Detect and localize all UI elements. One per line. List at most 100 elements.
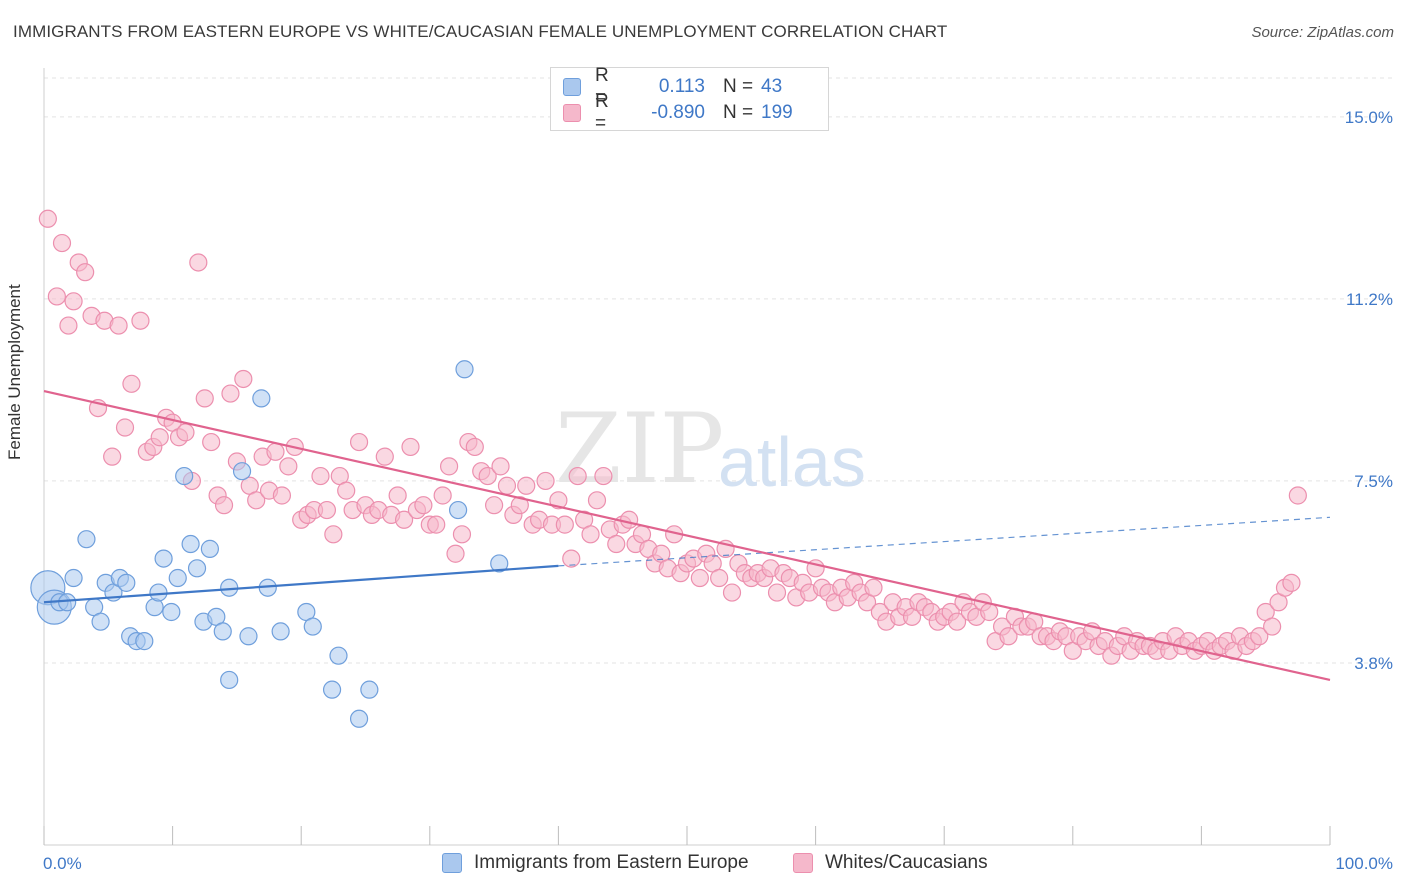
data-point	[568, 466, 587, 486]
data-point	[1288, 486, 1307, 505]
data-point	[91, 612, 110, 631]
data-point	[478, 466, 497, 486]
legend-r-value: -0.890	[651, 102, 705, 123]
data-point	[620, 510, 639, 529]
x-tick-label-max: 100.0%	[1335, 854, 1393, 873]
data-point	[176, 423, 195, 442]
data-point	[485, 496, 504, 515]
data-point	[864, 578, 883, 597]
data-point	[1250, 627, 1269, 646]
y-tick-label: 11.2%	[1346, 290, 1393, 309]
series-swatch-blue	[442, 853, 462, 873]
series-legend: Immigrants from Eastern Europe Whites/Ca…	[0, 852, 1406, 876]
series-immigrants-eastern-europe	[30, 360, 509, 728]
data-point	[497, 476, 517, 495]
data-point	[690, 568, 709, 588]
data-point	[324, 525, 343, 544]
trend-line-extension	[558, 516, 1331, 567]
data-point	[279, 457, 298, 476]
trend-lines	[43, 390, 1331, 682]
data-point	[122, 374, 141, 393]
series-whites-caucasians	[38, 209, 1307, 665]
data-point	[200, 539, 219, 558]
y-axis-label: Female Unemployment	[5, 284, 24, 460]
data-point	[187, 559, 207, 578]
data-point	[317, 500, 337, 520]
data-point	[491, 457, 510, 476]
tick-labels: 15.0% 11.2% 7.5% 3.8% 0.0% 100.0%	[43, 108, 1393, 873]
series-swatch-pink	[793, 853, 813, 873]
data-point	[189, 253, 208, 272]
data-point	[375, 447, 394, 466]
data-point	[455, 360, 474, 379]
data-point	[271, 622, 290, 641]
data-point	[202, 432, 221, 452]
legend-r-value: 0.113	[658, 76, 705, 97]
data-point	[47, 287, 66, 306]
data-point	[154, 549, 173, 568]
data-point	[247, 491, 266, 510]
data-point	[77, 530, 96, 549]
data-point	[64, 292, 83, 311]
data-point	[59, 316, 78, 335]
data-point	[510, 496, 529, 515]
data-point	[349, 709, 369, 728]
data-point	[947, 612, 967, 631]
data-point	[221, 384, 240, 403]
data-point	[587, 491, 607, 510]
y-tick-label: 3.8%	[1354, 654, 1393, 673]
legend-row-pink: R = -0.890 N = 199	[563, 91, 793, 134]
data-point	[710, 568, 729, 588]
data-point	[181, 534, 200, 554]
data-point	[401, 437, 420, 457]
data-point	[322, 680, 342, 699]
trend-line	[43, 390, 1331, 682]
data-point	[109, 316, 128, 335]
data-point	[452, 525, 472, 544]
data-point	[58, 593, 77, 612]
data-point	[135, 632, 154, 651]
data-point	[266, 442, 285, 461]
data-point	[360, 680, 379, 699]
data-point	[594, 466, 613, 486]
legend-n-label: N =	[723, 76, 754, 97]
data-point	[562, 549, 581, 568]
trend-line	[43, 564, 559, 604]
correlation-legend: R = 0.113 N = 43 R = -0.890 N = 199	[550, 65, 829, 134]
data-point	[38, 209, 57, 228]
data-point	[232, 462, 252, 481]
data-point	[76, 263, 95, 282]
data-point	[388, 486, 407, 505]
data-point	[175, 466, 194, 486]
data-point	[517, 476, 536, 495]
data-point	[149, 583, 168, 602]
data-point	[195, 389, 214, 408]
data-point	[150, 428, 169, 447]
watermark-atlas: atlas	[718, 423, 866, 501]
data-point	[581, 525, 600, 544]
legend-swatch-pink	[563, 104, 581, 122]
watermark: ZIP atlas	[555, 393, 866, 505]
source-label: Source: ZipAtlas.com	[1251, 24, 1394, 41]
data-point	[349, 432, 369, 452]
data-point	[536, 471, 555, 491]
data-point	[433, 486, 452, 505]
data-point	[414, 496, 433, 515]
data-point	[490, 554, 509, 573]
data-point	[980, 602, 999, 622]
data-point	[446, 544, 465, 563]
data-point	[448, 500, 468, 520]
data-point	[239, 627, 258, 646]
data-point	[168, 568, 187, 588]
data-point	[117, 573, 136, 592]
data-point	[722, 583, 742, 602]
data-point	[337, 481, 356, 500]
data-point	[162, 602, 181, 622]
data-point	[131, 311, 150, 330]
data-point	[427, 515, 446, 534]
x-tick-label-min: 0.0%	[43, 854, 82, 873]
data-point	[303, 617, 322, 636]
data-point	[607, 534, 626, 554]
series-legend-item-pink: Whites/Caucasians	[793, 852, 988, 874]
